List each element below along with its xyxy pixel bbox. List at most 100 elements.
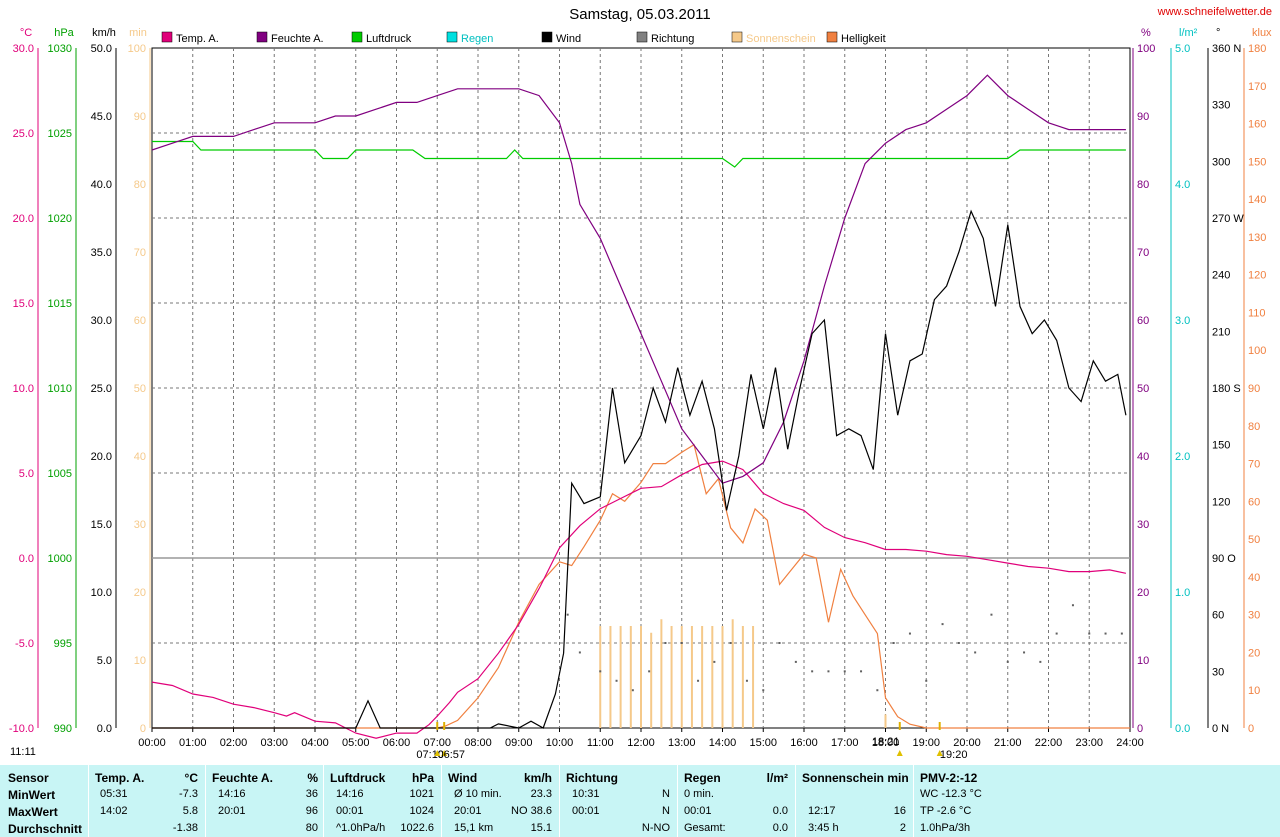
weather-chart: 00:00 01:00 02:00 03:00 04:00 05:00 06:00 07:00… [9, 27, 1272, 761]
direction-point [827, 670, 830, 673]
stats-header-pmv: PMV-2:-12 [920, 771, 978, 785]
direction-tick-label: 90 O [1212, 553, 1236, 565]
sun-marker-label: 06:57 [437, 749, 465, 761]
stats-cell-pmv: WC -12.3 °C [920, 788, 982, 800]
direction-point [1104, 632, 1107, 635]
sun-marker-label: 18:21 [872, 736, 900, 748]
legend-label: Temp. A. [176, 33, 219, 45]
x-tick-label: 08:00 [464, 737, 492, 749]
direction-point [745, 679, 748, 682]
stats-cell-press-time: 00:01 [336, 805, 364, 817]
legend-swatch [826, 31, 838, 43]
stats-cell-dir-time: 00:01 [572, 805, 600, 817]
sun_min-unit-label: min [129, 27, 147, 39]
legend-label: Regen [461, 33, 493, 45]
direction-point [697, 679, 700, 682]
stats-header-hum-unit: % [307, 771, 318, 785]
direction-tick-label: 240 [1212, 270, 1230, 282]
brightness-tick-label: 10 [1248, 685, 1260, 697]
brightness-tick-label: 140 [1248, 194, 1266, 206]
direction-point [778, 642, 781, 644]
wind-tick-label: 40.0 [91, 179, 112, 191]
brightness-unit-label: klux [1252, 27, 1272, 39]
stats-header-press-unit: hPa [411, 771, 434, 785]
temp-tick-label: 15.0 [13, 298, 34, 310]
series-line-feuchte-a- [151, 74, 1126, 484]
brightness-tick-label: 170 [1248, 81, 1266, 93]
stats-panel: Sensor Temp. A. °C Feuchte A. % Luftdruc… [0, 765, 1280, 837]
x-tick-label: 19:00 [912, 737, 940, 749]
series-line-luftdruck [152, 140, 1126, 168]
direction-point [974, 651, 977, 654]
brightness-tick-label: 130 [1248, 232, 1266, 244]
direction-point [729, 642, 732, 644]
stats-cell-label: MinWert [8, 788, 56, 802]
stats-cell-dir-val: N [662, 788, 670, 800]
direction-tick-label: 270 W [1212, 213, 1244, 225]
stats-cell-label: Durchschnitt [8, 822, 83, 836]
x-tick-label: 24:00 [1116, 737, 1144, 749]
stats-cell-sun-val: 16 [893, 805, 906, 817]
x-tick-label: 02:00 [220, 737, 248, 749]
rain-tick-label: 5.0 [1175, 43, 1190, 55]
legend-label: Sonnenschein [746, 33, 816, 45]
stats-cell-temp-time: 14:02 [100, 805, 128, 817]
stats-cell-press-time: 14:16 [336, 788, 364, 800]
sun_min-tick-label: 10 [134, 655, 146, 667]
rain-tick-label: 3.0 [1175, 315, 1190, 327]
direction-point [908, 632, 911, 635]
direction-point [941, 623, 944, 626]
brightness-tick-label: 50 [1248, 534, 1260, 546]
wind-tick-label: 5.0 [97, 655, 112, 667]
stats-cell-temp-time: 05:31 [100, 788, 128, 800]
brightness-tick-label: 150 [1248, 156, 1266, 168]
sun_min-tick-label: 40 [134, 451, 146, 463]
legend-label: Helligkeit [841, 33, 886, 45]
direction-tick-label: 150 [1212, 440, 1230, 452]
stats-cell-dir-time: 10:31 [572, 788, 600, 800]
wind-tick-label: 35.0 [91, 247, 112, 259]
brightness-tick-label: 160 [1248, 119, 1266, 131]
stats-cell-wind-val: NO 38.6 [511, 805, 552, 817]
brightness-tick-label: 60 [1248, 496, 1260, 508]
x-tick-label: 05:00 [342, 737, 370, 749]
series-line-wind [152, 209, 1127, 729]
stats-cell-sun-time: 12:17 [808, 805, 836, 817]
stats-header-rain: Regen [684, 771, 721, 785]
wind-tick-label: 20.0 [91, 451, 112, 463]
direction-unit-label: ° [1216, 27, 1220, 39]
direction-tick-label: 120 [1212, 496, 1230, 508]
legend-label: Richtung [651, 33, 694, 45]
sun_min-tick-label: 60 [134, 315, 146, 327]
humidity-tick-label: 20 [1137, 587, 1149, 599]
humidity-tick-label: 30 [1137, 519, 1149, 531]
direction-point [1088, 632, 1091, 635]
direction-point [566, 613, 569, 616]
wind-tick-label: 30.0 [91, 315, 112, 327]
stats-cell-hum-val: 96 [305, 805, 318, 817]
stats-header-hum: Feuchte A. [212, 771, 273, 785]
legend-label: Luftdruck [366, 33, 412, 45]
legend-swatch [351, 31, 363, 43]
humidity-tick-label: 90 [1137, 111, 1149, 123]
direction-point [578, 651, 581, 654]
stats-cell-wind-time: 20:01 [454, 805, 482, 817]
x-tick-label: 17:00 [831, 737, 859, 749]
pressure-tick-label: 1010 [48, 383, 72, 395]
stats-cell-rain-val: 0.0 [772, 805, 788, 817]
legend-swatch [541, 31, 553, 43]
site-link[interactable]: www.schneifelwetter.de [1157, 6, 1272, 18]
direction-point [843, 670, 846, 673]
wind-tick-label: 15.0 [91, 519, 112, 531]
stats-cell-hum-val: 36 [305, 788, 318, 800]
brightness-tick-label: 120 [1248, 270, 1266, 282]
brightness-tick-label: 0 [1248, 723, 1254, 735]
pressure-tick-label: 1030 [48, 43, 72, 55]
direction-point [1055, 632, 1058, 635]
x-tick-label: 00:00 [138, 737, 166, 749]
stats-cell-rain-time: 0 min. [684, 788, 714, 800]
legend-swatch [636, 31, 648, 43]
temp-tick-label: 5.0 [19, 468, 34, 480]
direction-point [664, 642, 667, 644]
x-tick-label: 06:00 [383, 737, 411, 749]
